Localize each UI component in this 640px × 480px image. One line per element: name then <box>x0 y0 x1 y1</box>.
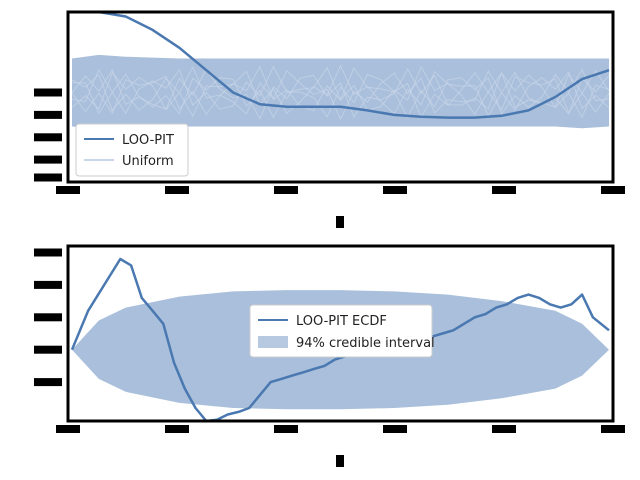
y-tick-mark <box>34 378 62 387</box>
x-tick-mark <box>274 186 298 194</box>
bottom-tick-marks <box>34 248 625 467</box>
loo-pit-kde-panel: LOO-PIT Uniform <box>34 10 625 228</box>
x-axis-label-mark <box>336 216 344 228</box>
x-tick-mark <box>165 425 189 433</box>
x-axis-label-mark <box>336 455 344 467</box>
legend-label-credible-interval: 94% credible interval <box>296 336 435 351</box>
x-tick-mark <box>165 186 189 194</box>
top-axes-frame <box>66 10 615 184</box>
bottom-axes-frame <box>66 244 615 423</box>
legend-swatch-credible-interval <box>258 336 288 348</box>
top-tick-marks <box>34 88 625 228</box>
x-tick-mark <box>492 186 516 194</box>
bottom-legend: LOO-PIT ECDF 94% credible interval <box>249 304 435 358</box>
legend-label-ecdf: LOO-PIT ECDF <box>296 314 387 329</box>
x-tick-mark <box>601 425 625 433</box>
uniform-sample-line <box>72 65 610 119</box>
x-tick-mark <box>601 186 625 194</box>
y-tick-mark <box>34 110 62 119</box>
y-tick-mark <box>34 173 62 182</box>
uniform-band <box>71 54 610 129</box>
y-tick-mark <box>34 88 62 97</box>
x-tick-mark <box>492 425 516 433</box>
y-tick-mark <box>34 280 62 289</box>
uniform-sample-line <box>71 68 610 120</box>
loo-pit-line <box>98 10 610 119</box>
uniform-sample-line <box>71 64 610 118</box>
legend-label-uniform: Uniform <box>122 154 174 169</box>
top-legend: LOO-PIT Uniform <box>75 123 189 177</box>
y-tick-mark <box>34 248 62 257</box>
x-tick-mark <box>56 425 80 433</box>
y-tick-mark <box>34 345 62 354</box>
bottom-legend-box <box>249 304 433 358</box>
y-tick-mark <box>34 313 62 322</box>
y-tick-mark <box>34 155 62 164</box>
uniform-sample-line <box>71 65 610 119</box>
x-tick-mark <box>383 425 407 433</box>
x-tick-mark <box>383 186 407 194</box>
x-tick-mark <box>274 425 298 433</box>
loo-pit-ecdf-panel: LOO-PIT ECDF 94% credible interval <box>34 244 625 467</box>
y-tick-mark <box>34 133 62 142</box>
x-tick-mark <box>56 186 80 194</box>
loo-pit-line-group <box>98 10 610 119</box>
legend-label-loo-pit: LOO-PIT <box>122 133 174 148</box>
top-legend-box <box>75 123 189 177</box>
